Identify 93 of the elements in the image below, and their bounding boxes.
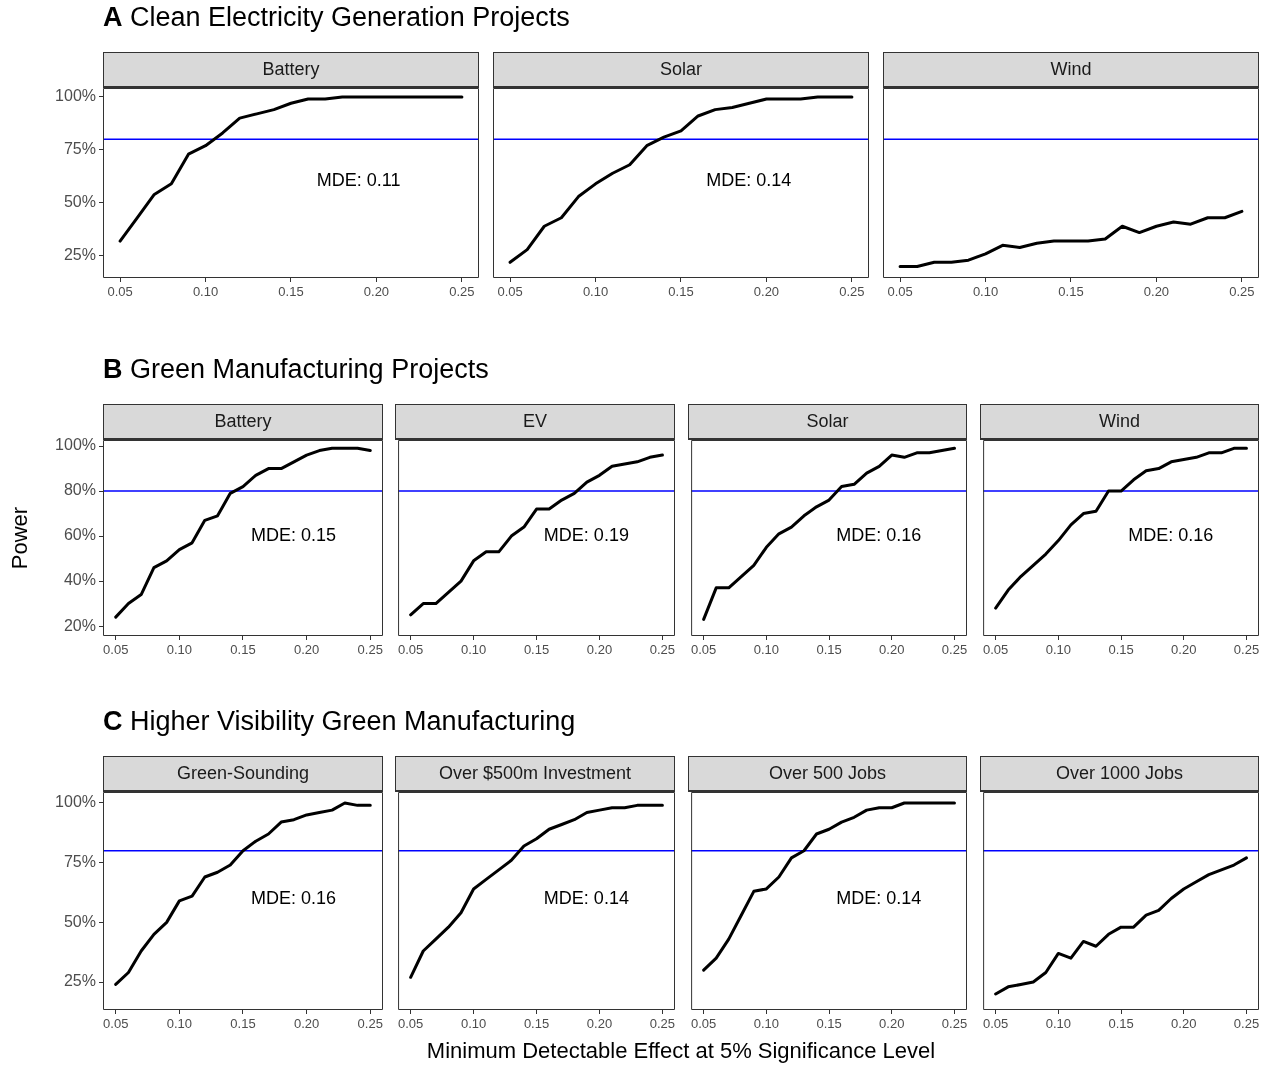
x-tick-label: 0.20 (879, 1016, 905, 1032)
x-tick-label: 0.25 (941, 1016, 968, 1032)
chart-title: A Clean Electricity Generation Projects (103, 2, 570, 33)
annotation: MDE: 0.16 (836, 525, 922, 546)
x-axis-title: Minimum Detectable Effect at 5% Significance Level (426, 1038, 936, 1064)
chart-title: C Higher Visibility Green Manufacturing (103, 706, 576, 737)
x-tick-label: 0.20 (363, 284, 390, 300)
x-tick-label: 0.20 (293, 642, 320, 658)
y-tick-label: 100% (55, 436, 96, 454)
x-tick-label: 0.25 (1229, 284, 1255, 300)
x-tick-label: 0.05 (103, 1016, 129, 1032)
x-tick-label: 0.20 (586, 642, 613, 658)
y-tick-label: 60% (63, 526, 96, 544)
chart-subtitle: Over $500m Investment (395, 756, 675, 792)
x-tick-label: 0.15 (278, 284, 304, 300)
x-tick-label: 0.15 (668, 284, 694, 300)
x-tick-label: 0.15 (1108, 642, 1134, 658)
x-tick-label: 0.15 (230, 642, 256, 658)
x-tick-label: 0.20 (1143, 284, 1170, 300)
x-tick-label: 0.10 (1045, 1016, 1072, 1032)
annotation: MDE: 0.14 (836, 887, 922, 908)
y-tick-label: 50% (63, 912, 96, 930)
x-tick-label: 0.10 (460, 642, 487, 658)
x-tick-label: 0.25 (1233, 642, 1260, 658)
chart-subtitle: Green-Sounding (103, 756, 383, 792)
x-tick-label: 0.25 (649, 1016, 676, 1032)
x-tick-label: 0.10 (582, 284, 609, 300)
x-tick-label: 0.25 (357, 642, 383, 658)
annotation: MDE: 0.14 (543, 887, 629, 908)
y-tick-label: 100% (55, 793, 96, 811)
annotation: MDE: 0.19 (543, 525, 629, 546)
y-tick-label: 25% (63, 972, 96, 990)
x-tick-label: 0.20 (879, 642, 905, 658)
x-tick-label: 0.15 (230, 1016, 256, 1032)
x-tick-label: 0.20 (753, 284, 780, 300)
x-tick-label: 0.15 (816, 642, 842, 658)
chart-subtitle: Over 500 Jobs (688, 756, 967, 792)
chart-subtitle: Over 1000 Jobs (980, 756, 1259, 792)
x-tick-label: 0.20 (293, 1016, 320, 1032)
x-tick-label: 0.20 (1171, 642, 1197, 658)
x-tick-label: 0.05 (397, 642, 424, 658)
x-tick-label: 0.15 (523, 642, 550, 658)
x-tick-label: 0.05 (103, 642, 129, 658)
x-tick-label: 0.20 (586, 1016, 613, 1032)
chart-subtitle: EV (395, 404, 675, 440)
annotation: MDE: 0.11 (316, 170, 401, 191)
y-axis-title: Power (7, 506, 33, 570)
y-tick-label: 100% (55, 87, 96, 105)
x-tick-label: 0.10 (166, 642, 193, 658)
x-tick-label: 0.25 (357, 1016, 383, 1032)
x-tick-label: 0.10 (753, 642, 780, 658)
x-tick-label: 0.05 (982, 642, 1009, 658)
chart-subtitle: Battery (103, 52, 479, 88)
x-tick-label: 0.10 (753, 1016, 780, 1032)
y-tick-label: 25% (63, 246, 96, 264)
y-tick-label: 20% (63, 616, 96, 634)
x-tick-label: 0.15 (1108, 1016, 1134, 1032)
x-tick-label: 0.05 (887, 284, 913, 300)
chart-subtitle: Solar (493, 52, 869, 88)
x-tick-label: 0.20 (1171, 1016, 1197, 1032)
annotation: MDE: 0.15 (250, 525, 336, 546)
x-tick-label: 0.10 (1045, 642, 1072, 658)
x-tick-label: 0.05 (397, 1016, 424, 1032)
x-tick-label: 0.05 (107, 284, 133, 300)
x-tick-label: 0.25 (449, 284, 475, 300)
y-tick-label: 80% (63, 481, 96, 499)
x-tick-label: 0.25 (649, 642, 676, 658)
x-tick-label: 0.05 (497, 284, 523, 300)
annotation: MDE: 0.16 (1128, 525, 1214, 546)
chart-subtitle: Wind (883, 52, 1259, 88)
y-tick-label: 50% (63, 193, 96, 211)
x-tick-label: 0.05 (690, 1016, 717, 1032)
x-tick-label: 0.10 (460, 1016, 487, 1032)
y-tick-label: 75% (63, 140, 96, 158)
x-tick-label: 0.25 (839, 284, 865, 300)
annotation: MDE: 0.16 (250, 887, 336, 908)
chart-title: B Green Manufacturing Projects (103, 354, 489, 385)
x-tick-label: 0.15 (523, 1016, 550, 1032)
x-tick-label: 0.25 (1233, 1016, 1260, 1032)
annotation: MDE: 0.14 (706, 170, 792, 191)
chart-subtitle: Wind (980, 404, 1259, 440)
x-tick-label: 0.10 (192, 284, 219, 300)
x-tick-label: 0.15 (1058, 284, 1084, 300)
x-tick-label: 0.10 (166, 1016, 193, 1032)
x-tick-label: 0.10 (972, 284, 999, 300)
y-tick-label: 40% (63, 571, 96, 589)
y-tick-label: 75% (63, 853, 96, 871)
chart-subtitle: Solar (688, 404, 967, 440)
x-tick-label: 0.25 (941, 642, 968, 658)
x-tick-label: 0.05 (690, 642, 717, 658)
chart-subtitle: Battery (103, 404, 383, 440)
x-tick-label: 0.15 (816, 1016, 842, 1032)
x-tick-label: 0.05 (982, 1016, 1009, 1032)
